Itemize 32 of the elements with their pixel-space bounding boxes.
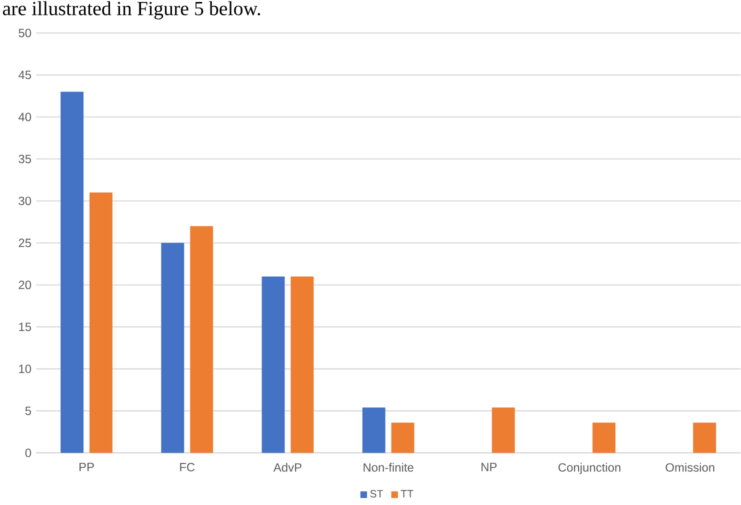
bar bbox=[161, 243, 184, 454]
y-tick-label: 30 bbox=[18, 196, 32, 206]
y-tick-label: 5 bbox=[25, 406, 32, 416]
x-tick-label: Omission bbox=[666, 463, 714, 472]
x-tick-label: Non-finite bbox=[364, 463, 414, 472]
y-tick-label: 25 bbox=[18, 238, 32, 248]
y-tick-label: 35 bbox=[18, 154, 32, 164]
bar bbox=[693, 422, 716, 454]
x-tick-label: FC bbox=[180, 463, 195, 472]
x-tick-label: AdvP bbox=[273, 463, 302, 472]
x-tick-label: NP bbox=[482, 463, 497, 472]
y-tick-label: 50 bbox=[18, 28, 32, 38]
bar bbox=[492, 408, 515, 454]
y-tick-label: 15 bbox=[19, 322, 32, 332]
legend-label: ST bbox=[370, 490, 384, 498]
y-tick-label: 0 bbox=[25, 448, 32, 458]
bar bbox=[90, 192, 112, 454]
bar bbox=[60, 92, 84, 454]
text: are illustrated in Figure 5 below. bbox=[2, 1, 260, 20]
legend-label: TT bbox=[400, 490, 414, 498]
y-tick-label: 40 bbox=[18, 112, 32, 122]
y-tick-label: 10 bbox=[19, 364, 32, 374]
bar bbox=[290, 276, 314, 454]
x-tick-label: PP bbox=[80, 463, 94, 472]
bar bbox=[362, 408, 386, 454]
y-tick-label: 20 bbox=[18, 280, 32, 290]
bar bbox=[391, 422, 414, 454]
y-tick-label: 45 bbox=[18, 70, 32, 80]
x-tick-label: Conjunction bbox=[558, 463, 620, 474]
bar bbox=[262, 276, 285, 454]
bar bbox=[592, 422, 616, 454]
bar bbox=[190, 226, 214, 454]
